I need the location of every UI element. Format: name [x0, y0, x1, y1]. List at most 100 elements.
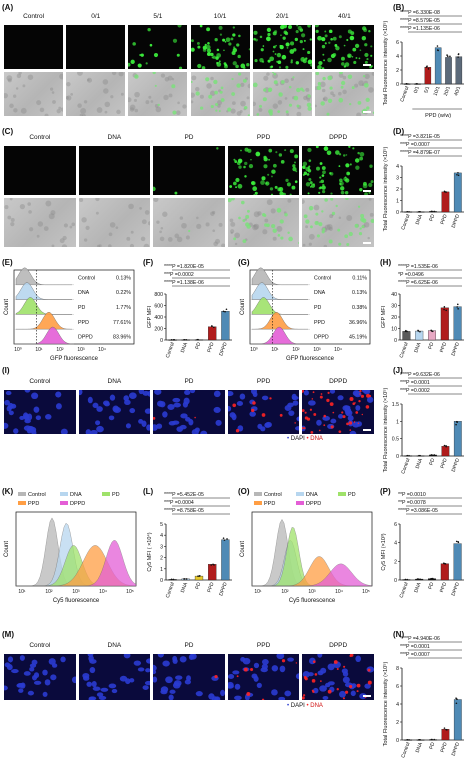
dapi-nucleus — [108, 683, 116, 689]
data-point — [408, 210, 410, 213]
dapi-nucleus — [85, 429, 91, 434]
brightfield-cell — [181, 222, 188, 229]
tile-canvas — [190, 72, 250, 116]
data-point — [444, 563, 447, 565]
x-tick-label: 10¹ — [35, 347, 43, 353]
brightfield-cell — [10, 218, 15, 223]
dapi-nucleus — [172, 420, 180, 425]
brightfield-cell — [216, 104, 221, 108]
brightfield-cell — [150, 100, 154, 103]
panel-e-flow-histogram: Control 0.13% DNA 0.22% PD 1.77% PPD 77.61% DPPD… — [4, 267, 135, 362]
gfp-cell-overlay — [237, 216, 241, 220]
dna-signal — [214, 675, 218, 679]
brightfield-cell — [50, 210, 56, 216]
dna-signal — [345, 690, 349, 694]
tile-canvas — [153, 390, 222, 434]
dapi-nucleus — [29, 426, 37, 433]
dapi-nucleus — [94, 420, 100, 426]
gfp-cell — [322, 59, 325, 62]
column-label: DNA — [107, 134, 122, 141]
legend-swatch — [18, 501, 26, 505]
brightfield-cell — [43, 226, 49, 231]
gfp-cell — [278, 186, 284, 192]
dapi-nucleus — [71, 676, 76, 684]
tile-canvas — [252, 25, 312, 69]
gfp-cell — [303, 173, 306, 176]
gfp-cell — [274, 53, 277, 56]
gfp-cell — [314, 25, 319, 28]
data-point — [456, 421, 458, 424]
gfp-cell-overlay — [256, 113, 259, 116]
gfp-cell-overlay — [171, 84, 176, 89]
data-point — [436, 45, 439, 47]
dapi-nucleus — [239, 393, 245, 400]
brightfield-cell — [63, 223, 68, 228]
dapi-nucleus — [287, 657, 294, 662]
gfp-cell — [206, 52, 211, 57]
gfp-cell — [196, 45, 200, 49]
brightfield-cell — [80, 108, 87, 114]
gfp-cell-overlay — [321, 210, 324, 213]
brightfield-cell — [176, 110, 181, 116]
dapi-nucleus — [6, 405, 12, 412]
brightfield-cell — [66, 81, 71, 87]
bar — [434, 47, 442, 85]
bar — [440, 563, 449, 581]
gfp-cell — [359, 156, 364, 161]
gfp-cell — [232, 61, 237, 66]
dapi-nucleus — [183, 397, 190, 405]
dna-signal — [307, 417, 311, 421]
gfp-cell — [339, 181, 345, 186]
panel-m-stain-legend: • DAPI • DNA — [287, 703, 323, 709]
gfp-cell-overlay — [322, 76, 326, 81]
brightfield-cell — [236, 111, 241, 116]
y-tick-label: 6 — [394, 522, 397, 528]
dna-signal — [250, 408, 255, 413]
y-tick-label: 0 — [396, 210, 399, 216]
gfp-cell-overlay — [293, 95, 298, 101]
dna-signal — [312, 690, 315, 693]
legend-swatch — [254, 501, 262, 505]
gfp-cell — [284, 65, 289, 69]
gfp-cell — [274, 44, 277, 47]
data-point — [433, 454, 436, 456]
panel-i-stain-legend: • DAPI • DNA — [287, 436, 323, 442]
significance-label: *P =0.0496 — [398, 272, 424, 278]
gfp-cell — [343, 154, 346, 157]
bar — [453, 699, 462, 741]
significance-label: ****P =1.535E-06 — [398, 264, 438, 270]
x-tick-label: 10⁰ — [250, 347, 258, 353]
fluorescence-image-tile — [302, 654, 374, 700]
brightfield-cell — [314, 204, 320, 211]
gfp-cell — [306, 182, 311, 187]
gfp-cell — [286, 46, 289, 49]
dapi-nucleus — [172, 397, 181, 403]
brightfield-cell — [98, 244, 102, 247]
dapi-nucleus — [13, 428, 19, 434]
bar — [181, 578, 190, 581]
y-tick-label: 2 — [396, 187, 399, 193]
fluorescence-image-tile — [190, 25, 250, 69]
dapi-nucleus — [55, 391, 62, 398]
data-point — [199, 575, 201, 577]
tile-canvas — [79, 146, 151, 195]
dna-signal — [358, 399, 362, 403]
gfp-cell — [247, 148, 252, 153]
gfp-cell-overlay — [240, 200, 245, 205]
sample-label: DPPD — [314, 335, 329, 341]
column-label: DPPD — [329, 642, 348, 649]
data-point — [445, 728, 447, 731]
gfp-cell — [324, 146, 329, 151]
gfp-cell-overlay — [348, 103, 352, 106]
brightfield-cell — [148, 95, 152, 99]
gfp-cell — [224, 63, 227, 67]
brightfield-cell — [108, 232, 112, 237]
y-tick-label: 4 — [160, 533, 163, 539]
dna-signal — [355, 411, 359, 414]
y-tick-label: 8 — [396, 666, 399, 672]
gfp-cell-overlay — [279, 219, 284, 224]
gfp-cell-overlay — [243, 105, 247, 110]
gfp-cell — [267, 158, 270, 161]
gfp-cell — [364, 52, 369, 58]
dapi-nucleus — [142, 390, 149, 396]
